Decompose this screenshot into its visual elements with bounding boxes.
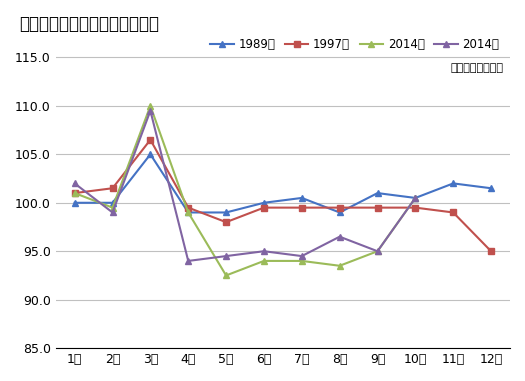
- 1989年: [374, 191, 381, 195]
- 1989年: [412, 196, 418, 200]
- 1997年: [488, 249, 494, 253]
- 2014年: [185, 210, 192, 215]
- 1989年: [299, 196, 305, 200]
- 2014年
（除く住宅費等）: [374, 249, 381, 253]
- 2014年
（除く住宅費等）: [223, 254, 229, 258]
- 2014年: [374, 249, 381, 253]
- 2014年
（除く住宅費等）: [71, 181, 78, 186]
- 2014年
（除く住宅費等）: [185, 259, 192, 263]
- 1997年: [223, 220, 229, 224]
- Line: 1997年: 1997年: [71, 136, 495, 255]
- 1989年: [450, 181, 456, 186]
- Legend: 1989年, 1997年, 2014年, 2014年: 1989年, 1997年, 2014年, 2014年: [205, 34, 504, 56]
- 1997年: [374, 205, 381, 210]
- Line: 2014年
（除く住宅費等）: 2014年 （除く住宅費等）: [71, 107, 419, 264]
- 1989年: [261, 200, 267, 205]
- 2014年
（除く住宅費等）: [109, 210, 116, 215]
- 1997年: [109, 186, 116, 190]
- Line: 1989年: 1989年: [71, 151, 495, 216]
- 1989年: [185, 210, 192, 215]
- 1997年: [185, 205, 192, 210]
- 2014年: [223, 273, 229, 278]
- 1989年: [223, 210, 229, 215]
- 1989年: [109, 200, 116, 205]
- 1997年: [261, 205, 267, 210]
- 2014年
（除く住宅費等）: [337, 234, 343, 239]
- 2014年
（除く住宅費等）: [412, 196, 418, 200]
- Text: （除く住宅費等）: （除く住宅費等）: [450, 63, 503, 73]
- 1997年: [147, 138, 153, 142]
- 1997年: [299, 205, 305, 210]
- 1997年: [71, 191, 78, 195]
- 2014年: [109, 205, 116, 210]
- Line: 2014年: 2014年: [71, 102, 419, 279]
- 2014年: [337, 264, 343, 268]
- 2014年: [147, 104, 153, 108]
- 2014年: [299, 259, 305, 263]
- Text: 消費税導入時の消費支出の推移: 消費税導入時の消費支出の推移: [19, 15, 160, 33]
- 1997年: [337, 205, 343, 210]
- 1997年: [450, 210, 456, 215]
- 1989年: [337, 210, 343, 215]
- 2014年: [261, 259, 267, 263]
- 1989年: [488, 186, 494, 190]
- 2014年
（除く住宅費等）: [299, 254, 305, 258]
- 2014年: [71, 191, 78, 195]
- 2014年
（除く住宅費等）: [147, 109, 153, 113]
- 2014年
（除く住宅費等）: [261, 249, 267, 253]
- 1997年: [412, 205, 418, 210]
- 2014年: [412, 196, 418, 200]
- 1989年: [71, 200, 78, 205]
- 1989年: [147, 152, 153, 157]
